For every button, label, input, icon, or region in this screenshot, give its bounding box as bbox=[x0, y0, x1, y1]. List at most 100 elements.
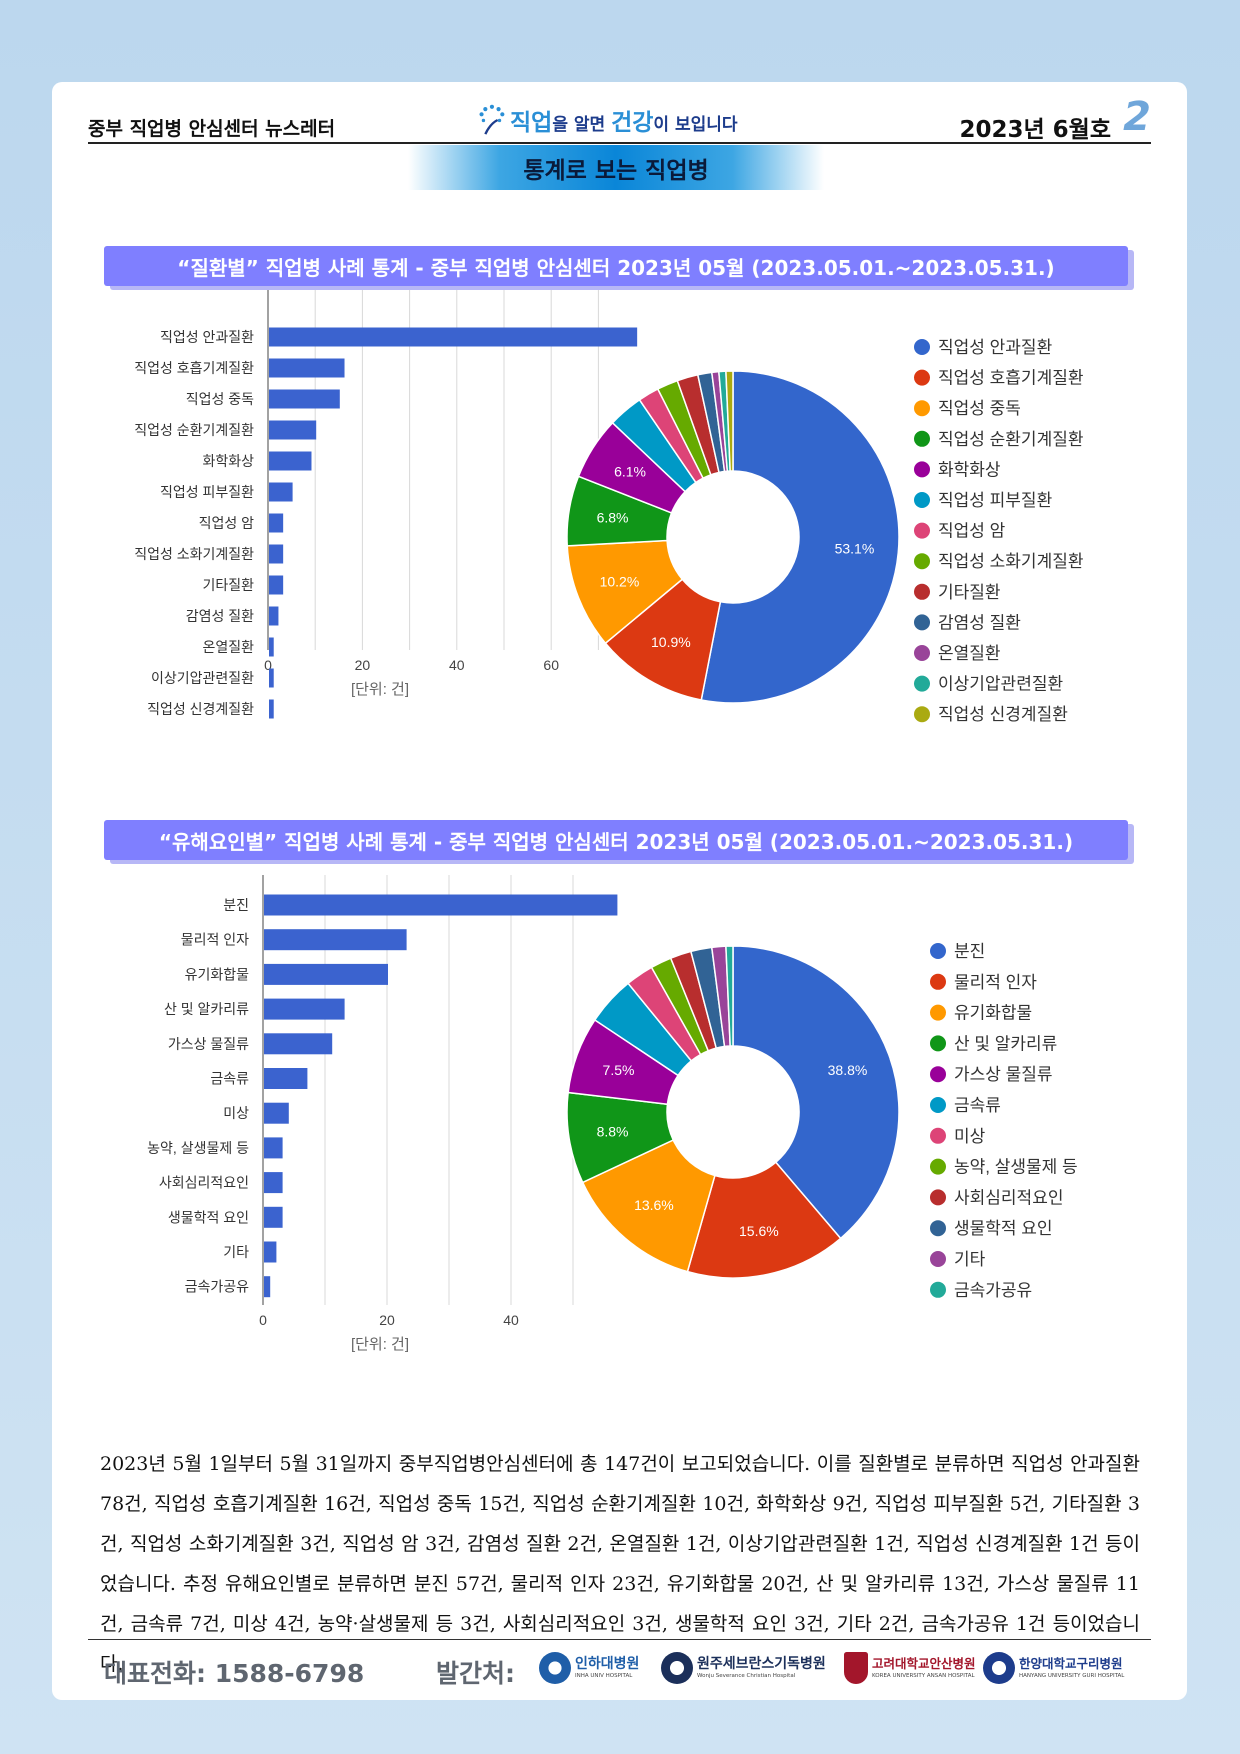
category-label: 직업성 안과질환 bbox=[160, 329, 254, 345]
legend-marker bbox=[930, 1097, 946, 1113]
phone-number: 대표전화: 1588-6798 bbox=[104, 1659, 365, 1688]
legend-marker bbox=[930, 1220, 946, 1237]
pie-slice bbox=[732, 945, 900, 1240]
legend-marker bbox=[930, 1066, 946, 1083]
hospital-name: 인하대병원 bbox=[575, 1656, 640, 1672]
category-label: 생물학적 요인 bbox=[168, 1209, 249, 1225]
bar bbox=[264, 1102, 289, 1124]
bar bbox=[264, 998, 345, 1020]
legend-label: 가스상 물질류 bbox=[954, 1065, 1053, 1084]
legend-marker bbox=[914, 675, 930, 692]
bar bbox=[264, 1033, 333, 1055]
issue-date: 2023년 6월호 bbox=[959, 117, 1111, 143]
slogan-text-2: 이 보입니다 bbox=[653, 115, 738, 135]
legend-marker bbox=[914, 583, 930, 600]
page-number: 2 bbox=[1123, 94, 1151, 140]
legend-marker bbox=[930, 1158, 946, 1175]
footer-divider bbox=[88, 1639, 1151, 1640]
bar bbox=[264, 894, 618, 916]
legend-label: 온열질환 bbox=[938, 644, 1001, 663]
legend-label: 미상 bbox=[954, 1127, 986, 1146]
category-label: 직업성 순환기계질환 bbox=[134, 422, 254, 438]
hospital-logo-wonju: 원주세브란스기독병원 Wonju Severance Christian Hosp… bbox=[661, 1648, 826, 1688]
legend-label: 직업성 암 bbox=[938, 522, 1006, 541]
hospital-subname: INHA UNIV HOSPITAL bbox=[575, 1673, 633, 1679]
category-label: 가스상 물질류 bbox=[168, 1036, 249, 1052]
legend-marker bbox=[930, 1281, 946, 1298]
legend-label: 감염성 질환 bbox=[938, 613, 1021, 632]
publisher-label: 발간처: bbox=[436, 1659, 515, 1688]
category-label: 미상 bbox=[223, 1105, 249, 1121]
category-label: 직업성 호흡기계질환 bbox=[134, 360, 254, 376]
legend-marker bbox=[930, 1189, 946, 1206]
legend-marker bbox=[930, 1004, 946, 1021]
legend-marker bbox=[930, 1251, 946, 1267]
disease-section-title: “질환별” 직업병 사례 통계 - 중부 직업병 안심센터 2023년 05월 … bbox=[104, 246, 1128, 286]
bar bbox=[269, 451, 312, 471]
hanyang-emblem-icon bbox=[983, 1652, 1015, 1684]
slice-percent-label: 10.9% bbox=[651, 634, 691, 650]
pie-slice bbox=[700, 370, 900, 704]
legend-label: 직업성 안과질환 bbox=[938, 338, 1052, 357]
bar bbox=[264, 929, 407, 951]
sun-burst-icon bbox=[479, 104, 505, 135]
newsletter-page: 중부 직업병 안심센터 뉴스레터 직업을 알면 건강이 보입니다 2023년 6… bbox=[52, 82, 1187, 1700]
category-label: 직업성 암 bbox=[199, 515, 255, 531]
category-label: 기타 bbox=[223, 1244, 249, 1260]
pie-slice bbox=[581, 1139, 716, 1273]
legend-label: 기타 bbox=[954, 1250, 986, 1269]
pie-slice bbox=[725, 945, 734, 1047]
hospital-logo-hanyang-guri: 한양대학교구리병원 HANYANG UNIVERSITY GURI HOSPITA… bbox=[983, 1648, 1124, 1688]
legend-label: 물리적 인자 bbox=[954, 973, 1037, 992]
legend-marker bbox=[930, 1127, 946, 1144]
x-tick-label: 20 bbox=[379, 1312, 395, 1328]
axis-unit-label: [단위: 건] bbox=[351, 681, 409, 698]
legend-marker bbox=[914, 553, 930, 570]
bar bbox=[264, 1172, 283, 1194]
bar bbox=[269, 513, 284, 533]
bar bbox=[269, 420, 317, 440]
legend-marker bbox=[930, 943, 946, 959]
bar bbox=[269, 668, 274, 688]
legend-label: 농약, 살생물제 등 bbox=[954, 1158, 1078, 1177]
legend-label: 기타질환 bbox=[938, 583, 1001, 602]
legend-label: 직업성 피부질환 bbox=[938, 491, 1052, 510]
legend-marker bbox=[914, 339, 930, 355]
x-tick-label: 0 bbox=[259, 1312, 267, 1328]
bar bbox=[269, 482, 293, 502]
slice-percent-label: 38.8% bbox=[828, 1062, 868, 1078]
hospital-logo-korea-ansan: 고려대학교안산병원 KOREA UNIVERSITY ANSAN HOSPITAL bbox=[844, 1648, 976, 1688]
bar bbox=[269, 327, 638, 347]
hospital-name: 원주세브란스기독병원 bbox=[697, 1656, 826, 1672]
hospital-subname: HANYANG UNIVERSITY GURI HOSPITAL bbox=[1019, 1673, 1125, 1679]
category-label: 직업성 신경계질환 bbox=[147, 701, 254, 717]
legend-marker bbox=[930, 1035, 946, 1052]
slice-percent-label: 6.8% bbox=[597, 510, 629, 526]
category-label: 화학화상 bbox=[202, 453, 254, 469]
slogan-text-1: 을 알면 bbox=[552, 115, 612, 135]
legend-label: 이상기압관련질환 bbox=[938, 675, 1063, 694]
hospital-subname: Wonju Severance Christian Hospital bbox=[697, 1673, 796, 1679]
x-tick-label: 40 bbox=[503, 1312, 519, 1328]
legend-label: 직업성 순환기계질환 bbox=[938, 430, 1083, 449]
slogan-word-job: 직업 bbox=[510, 110, 553, 136]
bar bbox=[269, 358, 345, 378]
category-label: 금속류 bbox=[210, 1071, 249, 1087]
inha-emblem-icon bbox=[539, 1652, 571, 1684]
category-label: 금속가공유 bbox=[185, 1279, 250, 1295]
legend-marker bbox=[914, 492, 930, 508]
category-label: 농약, 살생물제 등 bbox=[147, 1140, 249, 1156]
legend-marker bbox=[914, 614, 930, 631]
category-label: 물리적 인자 bbox=[181, 932, 249, 948]
legend-label: 화학화상 bbox=[938, 460, 1001, 479]
slice-percent-label: 10.2% bbox=[600, 574, 640, 590]
slice-percent-label: 7.5% bbox=[603, 1062, 635, 1078]
x-tick-label: 20 bbox=[355, 657, 371, 673]
legend-marker bbox=[914, 706, 930, 723]
slice-percent-label: 6.1% bbox=[614, 464, 646, 480]
category-label: 기타질환 bbox=[202, 577, 254, 593]
hospital-logo-inha: 인하대병원 INHA UNIV HOSPITAL bbox=[539, 1648, 639, 1688]
bar bbox=[264, 1206, 283, 1228]
legend-marker bbox=[914, 430, 930, 447]
category-label: 사회심리적요인 bbox=[159, 1175, 249, 1191]
